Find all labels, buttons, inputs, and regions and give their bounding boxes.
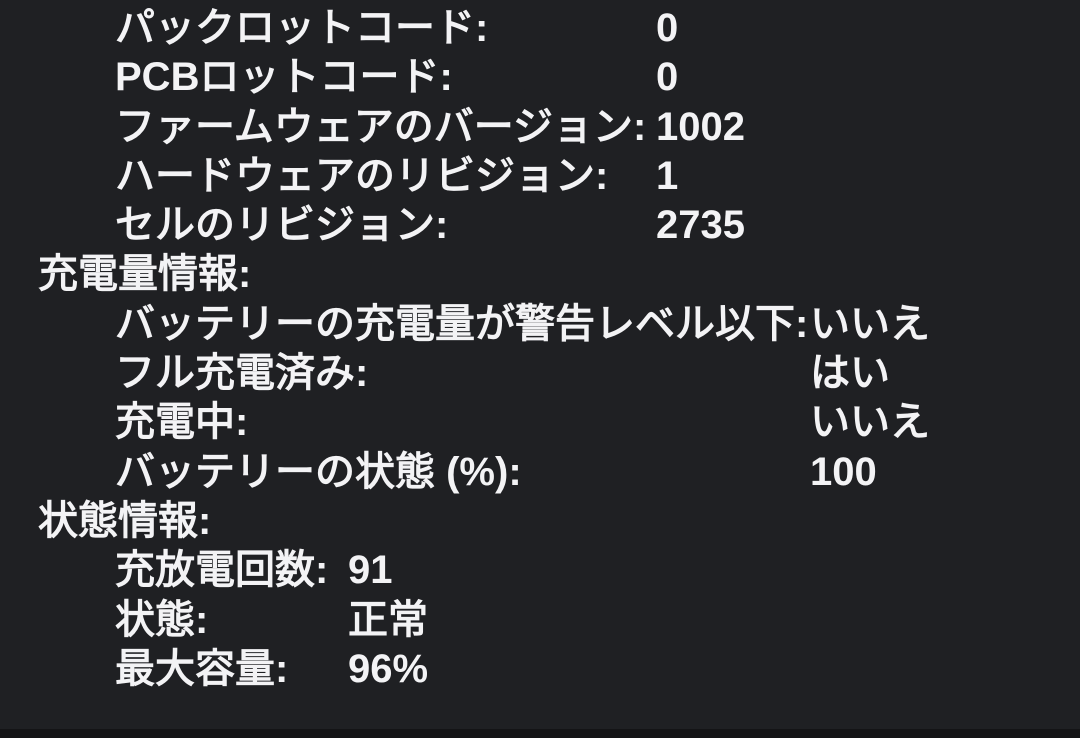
info-row-state-of-charge: バッテリーの状態 (%): 100 bbox=[0, 448, 1080, 497]
info-value: 0 bbox=[656, 55, 679, 100]
info-label: ファームウェアのバージョン: bbox=[115, 104, 647, 149]
info-value: 0 bbox=[656, 6, 679, 50]
info-label: 最大容量: bbox=[115, 646, 289, 691]
info-label: セルのリビジョン: bbox=[115, 203, 449, 248]
window-bottom-edge bbox=[0, 729, 1080, 738]
info-row-cycle-count: 充放電回数: 91 bbox=[0, 546, 1080, 595]
info-row-firmware-version: ファームウェアのバージョン: 1002 bbox=[0, 103, 1080, 152]
info-row-pack-lot-code: パックロットコード: 0 bbox=[0, 4, 1080, 53]
info-row-hardware-revision: ハードウェアのリビジョン: 1 bbox=[0, 152, 1080, 201]
info-value: 100 bbox=[810, 449, 877, 494]
info-label: 状態: bbox=[115, 597, 209, 642]
info-row-fully-charged: フル充電済み: はい bbox=[0, 349, 1080, 398]
info-value: はい bbox=[810, 351, 890, 396]
info-row-cell-revision: セルのリビジョン: 2735 bbox=[0, 201, 1080, 250]
info-value: 96% bbox=[348, 646, 429, 691]
info-row-pcb-lot-code: PCBロットコード: 0 bbox=[0, 53, 1080, 102]
info-value: いいえ bbox=[810, 400, 930, 445]
info-label: 充放電回数: bbox=[115, 548, 329, 593]
section-header-health-info: 状態情報: bbox=[0, 497, 1080, 546]
info-row-maximum-capacity: 最大容量: 96% bbox=[0, 645, 1080, 694]
info-value: 1002 bbox=[656, 104, 745, 149]
info-label: フル充電済み: bbox=[115, 351, 369, 396]
info-label: 充電中: bbox=[115, 400, 249, 445]
info-label: パックロットコード: bbox=[115, 6, 489, 50]
info-value: 2735 bbox=[656, 203, 745, 248]
section-header-charge-info: 充電量情報: bbox=[0, 250, 1080, 299]
info-label: バッテリーの充電量が警告レベル以下: bbox=[115, 301, 809, 346]
info-label: バッテリーの状態 (%): bbox=[115, 449, 522, 494]
info-value: 正常 bbox=[348, 597, 428, 642]
info-value: 91 bbox=[348, 548, 393, 593]
info-label: ハードウェアのリビジョン: bbox=[115, 153, 609, 198]
info-label: PCBロットコード: bbox=[115, 55, 453, 100]
info-row-charging: 充電中: いいえ bbox=[0, 398, 1080, 447]
section-header-label: 状態情報: bbox=[38, 498, 212, 543]
info-value: 1 bbox=[656, 153, 679, 198]
section-header-label: 充電量情報: bbox=[38, 252, 252, 297]
info-row-low-charge-warning: バッテリーの充電量が警告レベル以下: いいえ bbox=[0, 300, 1080, 349]
battery-report-text: パックロットコード: 0 PCBロットコード: 0 ファームウェアのバージョン:… bbox=[0, 4, 1080, 694]
info-value: いいえ bbox=[810, 301, 930, 346]
info-row-condition: 状態: 正常 bbox=[0, 596, 1080, 645]
